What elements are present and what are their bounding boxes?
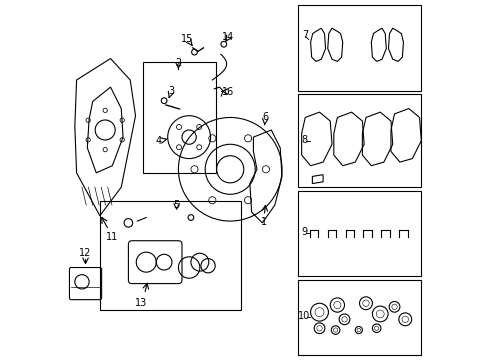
Bar: [298, 5, 421, 91]
Text: 13: 13: [135, 298, 147, 308]
Bar: [298, 191, 421, 276]
Text: 14: 14: [222, 32, 234, 42]
Text: 11: 11: [106, 232, 118, 242]
Text: 7: 7: [302, 30, 308, 40]
Text: 4: 4: [155, 136, 162, 146]
Bar: [142, 62, 216, 173]
Text: 8: 8: [301, 135, 307, 145]
Bar: [298, 94, 421, 187]
Text: 9: 9: [301, 227, 307, 237]
Bar: [298, 280, 421, 355]
Text: 10: 10: [298, 311, 310, 321]
Text: 2: 2: [175, 58, 181, 68]
Text: 12: 12: [79, 248, 92, 258]
Text: 3: 3: [168, 86, 174, 96]
Text: 15: 15: [181, 34, 193, 44]
Bar: [100, 202, 241, 310]
Text: 16: 16: [222, 87, 234, 98]
Text: 1: 1: [261, 217, 266, 227]
Text: 5: 5: [173, 200, 180, 210]
Text: 6: 6: [263, 112, 268, 122]
